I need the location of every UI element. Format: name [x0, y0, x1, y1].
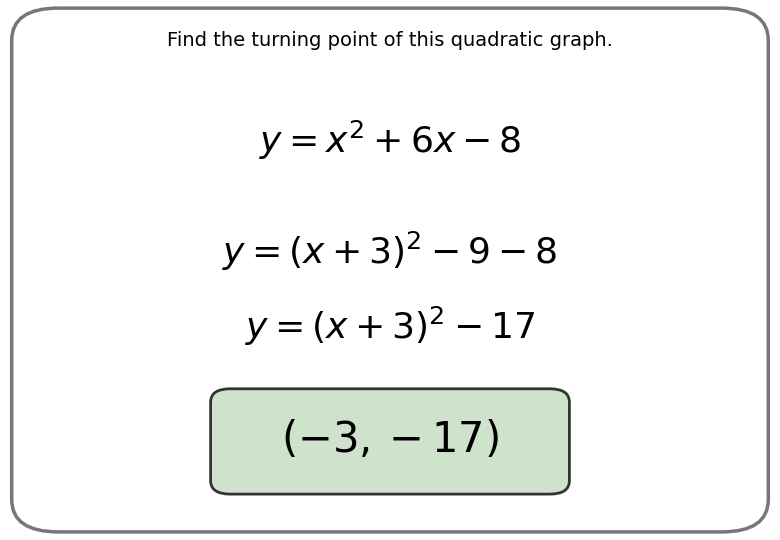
Text: $y = (x + 3)^2 - 9 - 8$: $y = (x + 3)^2 - 9 - 8$ [222, 230, 558, 273]
FancyBboxPatch shape [12, 8, 768, 532]
Text: $y = x^2 + 6x - 8$: $y = x^2 + 6x - 8$ [259, 119, 521, 162]
Text: $(-3, -17)$: $(-3, -17)$ [281, 419, 499, 461]
Text: $y = (x + 3)^2 - 17$: $y = (x + 3)^2 - 17$ [245, 305, 535, 348]
FancyBboxPatch shape [211, 389, 569, 494]
Text: Find the turning point of this quadratic graph.: Find the turning point of this quadratic… [167, 31, 613, 50]
